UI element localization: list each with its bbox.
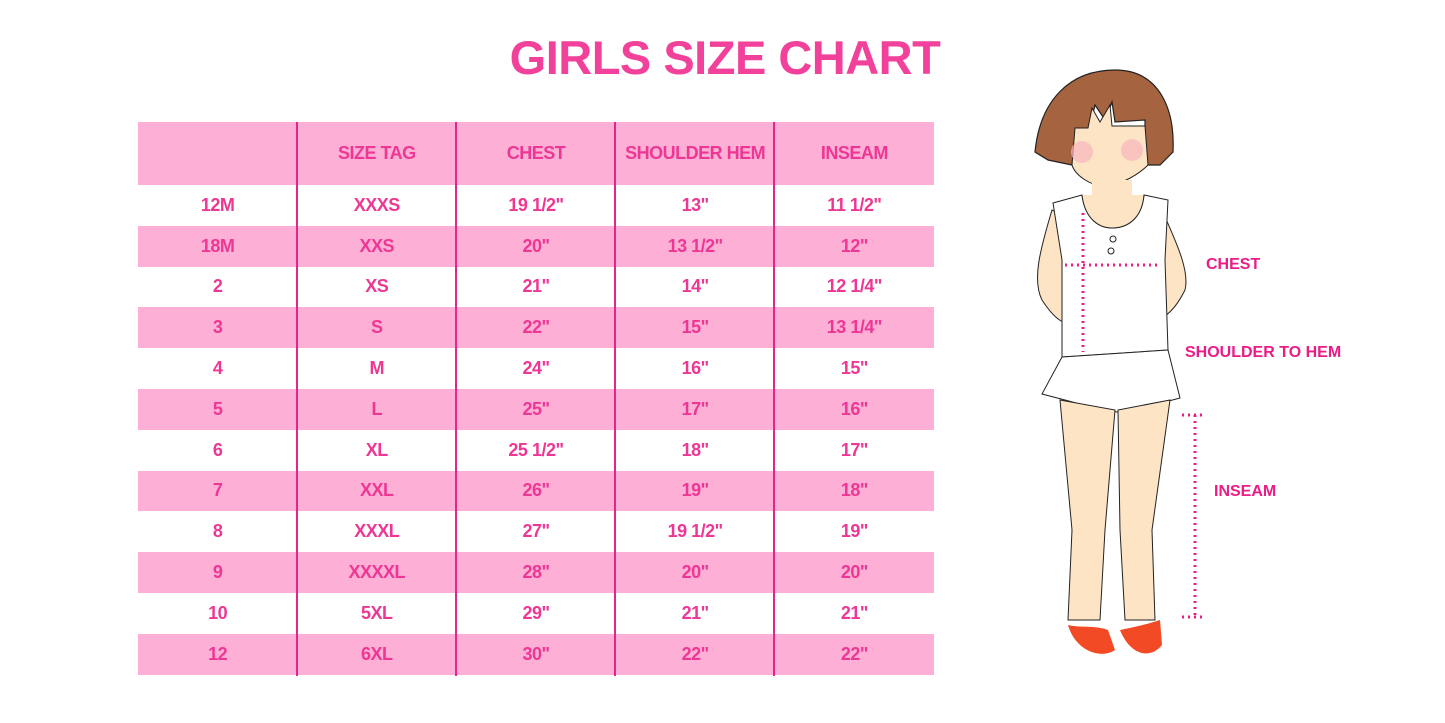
table-cell: 8 xyxy=(212,521,223,542)
table-cell: 19" xyxy=(840,521,869,542)
table-cell: 10 xyxy=(208,602,228,623)
table-row: 12M XXXS 19 1/2" 13" 11 1/2" xyxy=(138,185,934,226)
table-cell: 18" xyxy=(681,439,710,460)
table-cell: 21" xyxy=(522,276,550,297)
table-cell: 22" xyxy=(522,317,550,338)
table-row: 2 XS 21" 14" 12 1/4" xyxy=(138,267,934,308)
table-header: SIZE TAG CHEST SHOULDER HEM INSEAM xyxy=(138,122,934,185)
table-row: 9 XXXXL 28" 20" 20" xyxy=(138,552,934,593)
table-cell: 13 1/4" xyxy=(826,317,883,338)
table-cell: 20" xyxy=(522,235,550,256)
table-cell: 29" xyxy=(522,602,550,623)
chest-label: CHEST xyxy=(1206,256,1261,273)
table-cell: 30" xyxy=(522,643,550,664)
table-cell: XXXS xyxy=(353,194,401,215)
table-cell: 13 1/2" xyxy=(667,235,724,256)
header-cell: SIZE TAG xyxy=(337,143,416,163)
table-row: 18M XXS 20" 13 1/2" 12" xyxy=(138,225,934,267)
table-cell: 2 xyxy=(212,276,223,297)
table-cell: 19 1/2" xyxy=(508,194,564,215)
table-cell: 7 xyxy=(212,480,223,501)
size-table: SIZE TAG CHEST SHOULDER HEM INSEAM 12M XX… xyxy=(138,122,934,676)
table-cell: 9 xyxy=(212,562,223,583)
table-cell: XXS xyxy=(359,235,395,256)
table-cell: 17" xyxy=(681,398,710,419)
table-cell: 16" xyxy=(840,398,869,419)
header-cell: CHEST xyxy=(506,143,566,163)
table-row: 6 XL 25 1/2" 18" 17" xyxy=(138,430,934,471)
table-row: 7 XXL 26" 19" 18" xyxy=(138,470,934,512)
table-cell: 3 xyxy=(212,317,223,338)
table-cell: 15" xyxy=(840,358,869,379)
table-cell: 19 1/2" xyxy=(667,521,724,542)
table-cell: 18M xyxy=(200,235,235,256)
table-cell: M xyxy=(369,358,385,379)
table-cell: 15" xyxy=(681,317,710,338)
table-cell: 20" xyxy=(840,562,869,583)
table-row: 8 XXXL 27" 19 1/2" 19" xyxy=(138,511,934,552)
table-cell: 25 1/2" xyxy=(508,439,564,460)
table-cell: 12 xyxy=(208,643,228,664)
inseam-label: INSEAM xyxy=(1214,483,1277,500)
table-cell: 22" xyxy=(840,643,869,664)
table-cell: 16" xyxy=(681,358,710,379)
table-cell: 11 1/2" xyxy=(827,194,882,215)
girl-illustration: CHEST SHOULDER TO HEM INSEAM xyxy=(1020,60,1380,665)
table-cell: XXL xyxy=(360,480,394,501)
header-cell: SHOULDER HEM xyxy=(625,143,766,163)
table-cell: 4 xyxy=(212,358,223,379)
column-divider xyxy=(455,122,457,676)
table-row: 3 S 22" 15" 13 1/4" xyxy=(138,307,934,349)
table-cell: 5XL xyxy=(361,602,393,623)
table-cell: XL xyxy=(365,439,389,460)
table-cell: 21" xyxy=(840,602,869,623)
table-cell: 25" xyxy=(522,398,550,419)
table-cell: 21" xyxy=(681,602,710,623)
table-cell: XXXXL xyxy=(348,562,406,583)
table-cell: 22" xyxy=(681,643,710,664)
table-cell: 26" xyxy=(522,480,550,501)
table-cell: S xyxy=(371,317,383,338)
column-divider xyxy=(296,122,298,676)
table-row: 4 M 24" 16" 15" xyxy=(138,348,934,389)
shoulder-to-hem-label: SHOULDER TO HEM xyxy=(1185,344,1342,361)
table-cell: 28" xyxy=(522,562,550,583)
table-cell: 19" xyxy=(681,480,710,501)
table-cell: 5 xyxy=(212,398,223,419)
table-cell: 6XL xyxy=(361,643,393,664)
table-cell: L xyxy=(371,398,383,419)
table-cell: 18" xyxy=(840,480,869,501)
table-cell: 12 1/4" xyxy=(826,276,883,297)
column-divider xyxy=(773,122,775,676)
table-cell: 27" xyxy=(522,521,550,542)
table-cell: 12" xyxy=(840,235,869,256)
column-divider xyxy=(614,122,616,676)
table-cell: 24" xyxy=(522,358,550,379)
table-cell: 14" xyxy=(681,276,710,297)
table-row: 10 5XL 29" 21" 21" xyxy=(138,593,934,634)
table-cell: 13" xyxy=(681,194,710,215)
table-row: 5 L 25" 17" 16" xyxy=(138,388,934,430)
table-cell: 20" xyxy=(681,562,710,583)
table-row: 12 6XL 30" 22" 22" xyxy=(138,633,934,675)
page-title: GIRLS SIZE CHART xyxy=(509,31,941,84)
table-cell: 12M xyxy=(200,194,235,215)
table-cell: XXXL xyxy=(354,521,400,542)
table-cell: 6 xyxy=(212,439,223,460)
table-cell: 17" xyxy=(840,439,869,460)
header-cell: INSEAM xyxy=(820,143,889,163)
table-cell: XS xyxy=(365,276,389,297)
